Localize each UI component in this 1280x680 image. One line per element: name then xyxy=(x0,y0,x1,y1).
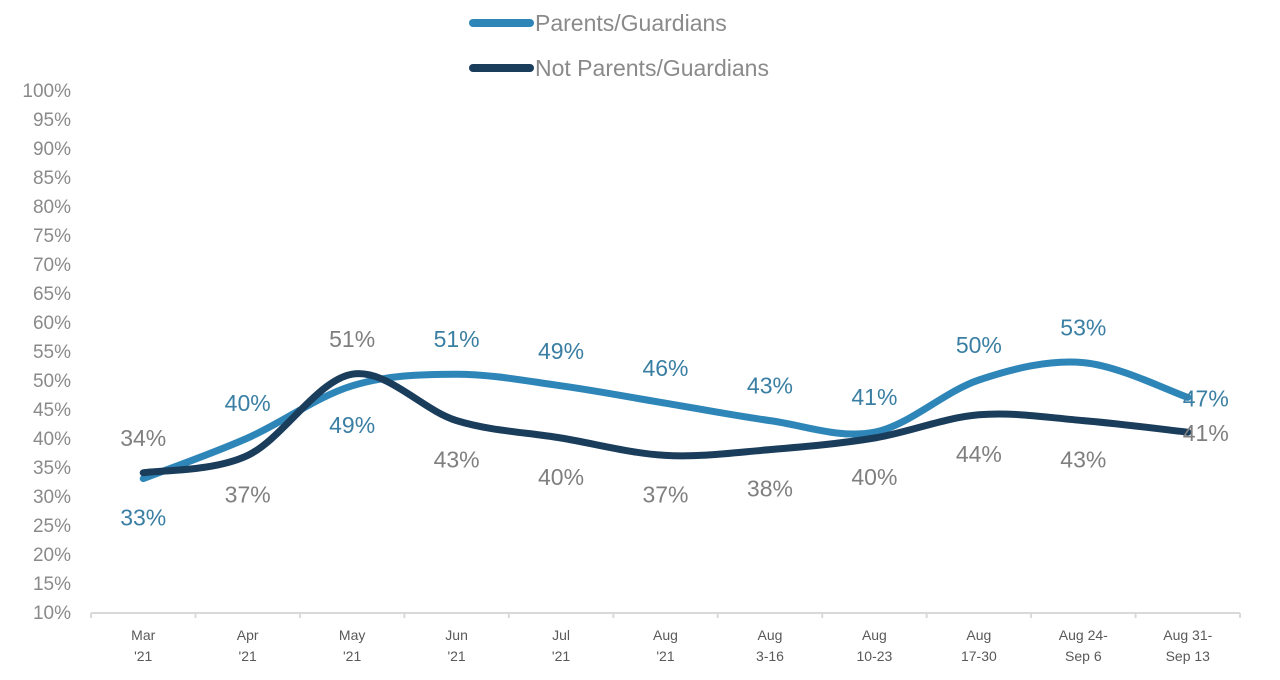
x-tick-label: Aug 31-Sep 13 xyxy=(1163,627,1212,664)
data-label-not-parents: 43% xyxy=(434,447,480,473)
y-tick-label: 100% xyxy=(22,81,71,102)
legend-label-parents: Parents/Guardians xyxy=(535,10,727,36)
y-tick-label: 60% xyxy=(33,313,71,334)
data-label-parents: 49% xyxy=(538,338,584,364)
y-tick-label: 50% xyxy=(33,371,71,392)
y-tick-label: 25% xyxy=(33,516,71,537)
y-tick-label: 45% xyxy=(33,400,71,421)
data-label-parents: 50% xyxy=(956,332,1002,358)
data-label-not-parents: 37% xyxy=(642,481,688,507)
y-tick-label: 10% xyxy=(33,603,71,624)
legend: Parents/Guardians Not Parents/Guardians xyxy=(469,10,769,81)
y-axis: 10% 15% 20% 25% 30% 35% 40% 45% 50% 55% 60% 65% 70% 7… xyxy=(22,81,71,624)
series-line-not-parents xyxy=(139,370,1192,477)
data-label-not-parents: 44% xyxy=(956,441,1002,467)
data-label-parents: 47% xyxy=(1183,385,1229,411)
y-tick-label: 75% xyxy=(33,226,71,247)
data-label-not-parents: 43% xyxy=(1060,447,1106,473)
x-tick-label: Jun '21 xyxy=(445,627,468,664)
data-label-not-parents: 40% xyxy=(538,464,584,490)
data-label-not-parents: 41% xyxy=(1183,420,1229,446)
x-tick-label: Mar '21 xyxy=(131,627,155,664)
y-tick-label: 95% xyxy=(33,110,71,131)
y-tick-label: 85% xyxy=(33,168,71,189)
y-tick-label: 40% xyxy=(33,429,71,450)
data-label-not-parents: 37% xyxy=(225,481,271,507)
y-tick-label: 90% xyxy=(33,139,71,160)
y-tick-label: 80% xyxy=(33,197,71,218)
data-label-parents: 49% xyxy=(329,412,375,438)
data-label-parents: 40% xyxy=(225,390,271,416)
data-label-parents: 41% xyxy=(851,384,897,410)
x-tick-label: May '21 xyxy=(339,627,365,664)
data-label-not-parents: 40% xyxy=(851,464,897,490)
x-tick-label: Aug 3-16 xyxy=(756,627,784,664)
data-label-parents: 43% xyxy=(747,373,793,399)
legend-item-parents[interactable]: Parents/Guardians xyxy=(469,10,727,36)
y-tick-label: 70% xyxy=(33,255,71,276)
data-label-parents: 53% xyxy=(1060,315,1106,341)
legend-item-not-parents[interactable]: Not Parents/Guardians xyxy=(469,55,769,81)
data-label-parents: 46% xyxy=(642,355,688,381)
data-label-parents: 51% xyxy=(434,326,480,352)
data-labels: 33% 40% 49% 51% 49% 46% 43% 41% 50% 53% 47% 34% 37% 5… xyxy=(120,315,1229,531)
data-label-not-parents: 51% xyxy=(329,326,375,352)
y-tick-label: 65% xyxy=(33,284,71,305)
y-tick-label: 15% xyxy=(33,574,71,595)
x-tick-label: Apr '21 xyxy=(237,627,259,664)
y-tick-label: 55% xyxy=(33,342,71,363)
x-tick-label: Aug 10-23 xyxy=(857,627,893,664)
x-tick-label: Jul '21 xyxy=(552,627,570,664)
x-axis: Mar '21 Apr '21 May '21 Jun '21 Jul '21 Aug '21 Aug 3… xyxy=(90,612,1241,664)
data-label-not-parents: 34% xyxy=(120,425,166,451)
series-lines xyxy=(139,358,1192,483)
y-tick-label: 30% xyxy=(33,487,71,508)
legend-label-not-parents: Not Parents/Guardians xyxy=(535,55,769,81)
x-tick-label: Aug 24-Sep 6 xyxy=(1059,627,1108,664)
series-line-parents xyxy=(139,358,1192,483)
data-label-parents: 33% xyxy=(120,505,166,531)
x-tick-label: Aug '21 xyxy=(653,627,678,664)
y-tick-label: 20% xyxy=(33,545,71,566)
x-tick-label: Aug 17-30 xyxy=(961,627,997,664)
data-label-not-parents: 38% xyxy=(747,476,793,502)
y-tick-label: 35% xyxy=(33,458,71,479)
